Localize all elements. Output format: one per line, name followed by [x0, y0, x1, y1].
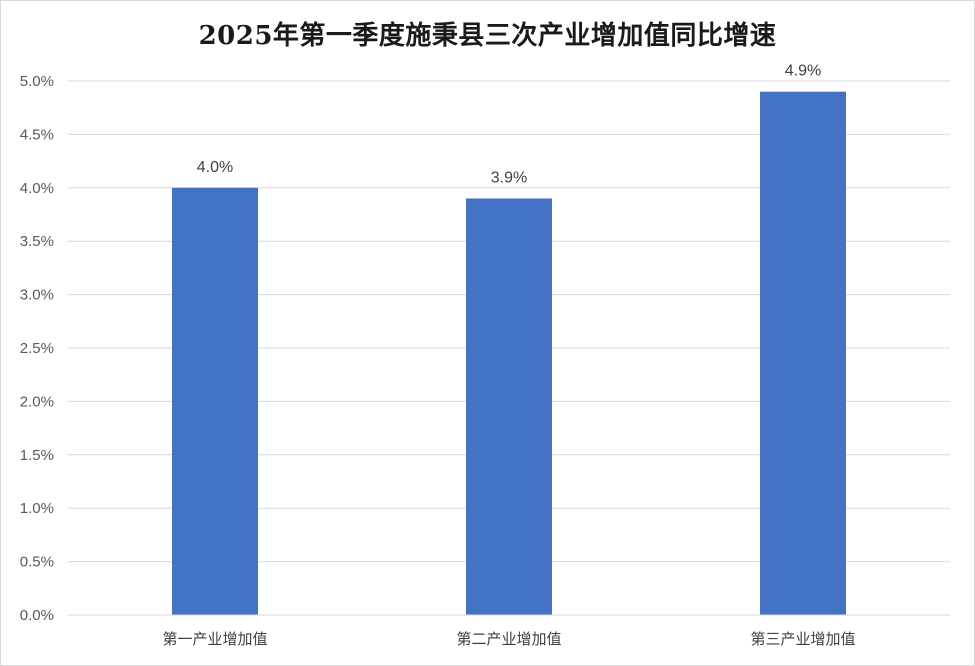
chart-title: 2025年第一季度施秉县三次产业增加值同比增速	[198, 21, 777, 51]
bar	[172, 187, 258, 616]
bar	[466, 198, 552, 616]
y-tick-label: 0.5%	[20, 554, 54, 571]
y-tick-label: 1.0%	[20, 500, 54, 517]
data-label: 4.0%	[197, 159, 233, 176]
category-label: 第三产业增加值	[750, 630, 855, 648]
y-tick-label: 3.5%	[20, 233, 54, 250]
category-label: 第一产业增加值	[162, 630, 267, 648]
y-tick-label: 2.5%	[20, 340, 54, 357]
y-tick-label: 5.0%	[20, 73, 54, 90]
y-tick-label: 4.5%	[20, 126, 54, 143]
y-tick-label: 2.0%	[20, 393, 54, 410]
y-tick-label: 4.0%	[20, 180, 54, 197]
y-tick-label: 3.0%	[20, 287, 54, 304]
x-axis-category-labels: 第一产业增加值 第二产业增加值 第三产业增加值	[162, 630, 855, 648]
category-label: 第二产业增加值	[456, 630, 561, 648]
data-label: 4.9%	[785, 63, 821, 80]
y-tick-label: 0.0%	[20, 607, 54, 624]
bar	[760, 91, 846, 616]
y-axis-tick-labels: 0.0% 0.5% 1.0% 1.5% 2.0% 2.5% 3.0% 3.5% 4.0% 4.5%…	[20, 73, 54, 624]
bars	[172, 91, 846, 616]
data-labels: 4.0% 3.9% 4.9%	[197, 63, 821, 187]
data-label: 3.9%	[491, 169, 527, 186]
y-tick-label: 1.5%	[20, 447, 54, 464]
